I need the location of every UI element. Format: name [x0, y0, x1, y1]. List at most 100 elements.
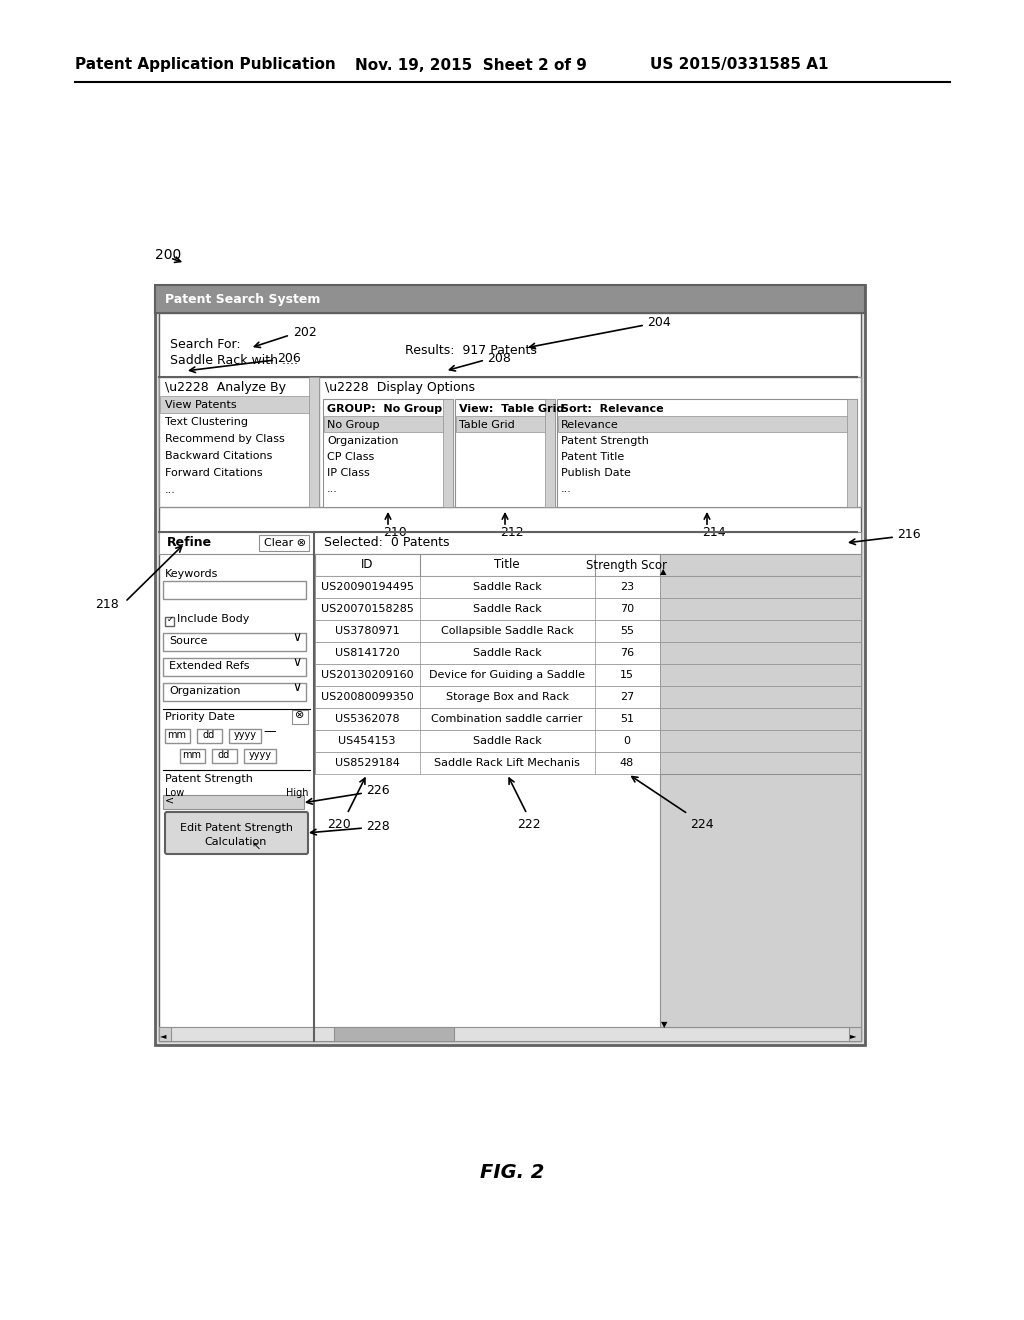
- Bar: [229, 729, 261, 743]
- Text: Publish Date: Publish Date: [561, 469, 631, 478]
- Text: US8141720: US8141720: [335, 648, 399, 657]
- Text: Collapsible Saddle Rack: Collapsible Saddle Rack: [440, 626, 573, 636]
- Text: Source: Source: [169, 636, 208, 645]
- Text: Strength Scor: Strength Scor: [587, 558, 668, 572]
- Text: 224: 224: [690, 817, 714, 830]
- Text: Extended Refs: Extended Refs: [169, 661, 250, 671]
- Bar: [155, 285, 865, 1045]
- Bar: [660, 664, 861, 686]
- Text: 222: 222: [517, 817, 541, 830]
- Text: US20080099350: US20080099350: [321, 692, 414, 702]
- Bar: [315, 576, 660, 598]
- Bar: [212, 748, 237, 763]
- Text: Refine: Refine: [167, 536, 212, 549]
- Bar: [324, 416, 452, 432]
- Bar: [163, 682, 306, 701]
- Text: Search For:: Search For:: [170, 338, 241, 351]
- Text: 216: 216: [897, 528, 921, 541]
- Text: 220: 220: [327, 817, 351, 830]
- Bar: [160, 396, 316, 413]
- Text: Device for Guiding a Saddle: Device for Guiding a Saddle: [429, 671, 585, 680]
- Text: CP Class: CP Class: [327, 451, 374, 462]
- Text: Edit Patent Strength: Edit Patent Strength: [179, 822, 293, 833]
- Bar: [159, 532, 861, 554]
- Bar: [309, 378, 319, 507]
- Text: No Group: No Group: [327, 420, 380, 430]
- Text: Patent Search System: Patent Search System: [165, 293, 321, 305]
- Text: View Patents: View Patents: [165, 400, 237, 411]
- Text: 23: 23: [620, 582, 634, 591]
- Text: Keywords: Keywords: [165, 569, 218, 579]
- Text: <: <: [165, 795, 174, 805]
- Text: 208: 208: [487, 351, 511, 364]
- Text: dd: dd: [203, 730, 215, 741]
- Text: 27: 27: [620, 692, 634, 702]
- Text: Saddle Rack: Saddle Rack: [473, 737, 542, 746]
- Text: 70: 70: [620, 605, 634, 614]
- Bar: [660, 730, 861, 752]
- Text: Nov. 19, 2015  Sheet 2 of 9: Nov. 19, 2015 Sheet 2 of 9: [355, 58, 587, 73]
- Bar: [315, 554, 660, 576]
- Text: View:  Table Grid: View: Table Grid: [459, 404, 564, 414]
- Bar: [660, 774, 861, 1027]
- Bar: [315, 752, 660, 774]
- Bar: [660, 686, 861, 708]
- Bar: [660, 554, 861, 576]
- Text: Sort:  Relevance: Sort: Relevance: [561, 404, 664, 414]
- Text: Calculation: Calculation: [205, 837, 267, 847]
- Bar: [163, 581, 306, 599]
- Text: Low: Low: [165, 788, 184, 799]
- Bar: [163, 657, 306, 676]
- Text: Results:  917 Patents: Results: 917 Patents: [406, 343, 537, 356]
- Text: Patent Title: Patent Title: [561, 451, 625, 462]
- Bar: [165, 729, 190, 743]
- Bar: [660, 752, 861, 774]
- Text: US20070158285: US20070158285: [321, 605, 414, 614]
- Text: 202: 202: [293, 326, 316, 339]
- Text: 228: 228: [366, 820, 390, 833]
- Bar: [315, 686, 660, 708]
- Text: Priority Date: Priority Date: [165, 711, 234, 722]
- Text: Combination saddle carrier: Combination saddle carrier: [431, 714, 583, 723]
- Text: Patent Strength: Patent Strength: [561, 436, 649, 446]
- Text: 0: 0: [624, 737, 631, 746]
- Text: ⊗: ⊗: [295, 710, 304, 719]
- Text: US454153: US454153: [338, 737, 395, 746]
- Text: Clear ⊗: Clear ⊗: [264, 539, 306, 548]
- Bar: [159, 313, 861, 1041]
- Text: ►: ►: [850, 1031, 856, 1040]
- Bar: [315, 708, 660, 730]
- Text: Patent Application Publication: Patent Application Publication: [75, 58, 336, 73]
- Bar: [259, 535, 309, 550]
- Bar: [155, 285, 865, 313]
- Text: ...: ...: [561, 484, 571, 494]
- Bar: [180, 748, 205, 763]
- Text: —: —: [263, 725, 275, 738]
- Text: ∨: ∨: [292, 681, 301, 694]
- Bar: [315, 664, 660, 686]
- Text: 226: 226: [366, 784, 389, 797]
- Text: US20090194495: US20090194495: [321, 582, 414, 591]
- Text: ▲: ▲: [660, 568, 667, 576]
- Text: ◄: ◄: [160, 1031, 167, 1040]
- Bar: [315, 642, 660, 664]
- Text: US20130209160: US20130209160: [321, 671, 414, 680]
- Bar: [319, 378, 861, 507]
- Text: Include Body: Include Body: [177, 614, 250, 624]
- Bar: [660, 576, 861, 598]
- Text: US 2015/0331585 A1: US 2015/0331585 A1: [650, 58, 828, 73]
- Text: dd: dd: [218, 750, 230, 760]
- Bar: [163, 795, 304, 809]
- Text: ✓: ✓: [167, 615, 173, 623]
- Text: US5362078: US5362078: [335, 714, 399, 723]
- Bar: [159, 378, 319, 507]
- Bar: [197, 729, 222, 743]
- Bar: [167, 814, 306, 851]
- Text: Selected:  0 Patents: Selected: 0 Patents: [324, 536, 450, 549]
- Text: GROUP:  No Group: GROUP: No Group: [327, 404, 442, 414]
- Text: Table Grid: Table Grid: [459, 420, 515, 430]
- Text: ▼: ▼: [662, 1020, 668, 1030]
- Bar: [849, 1027, 861, 1041]
- Text: mm: mm: [168, 730, 186, 741]
- Text: Saddle Rack Lift Mechanis: Saddle Rack Lift Mechanis: [434, 758, 580, 768]
